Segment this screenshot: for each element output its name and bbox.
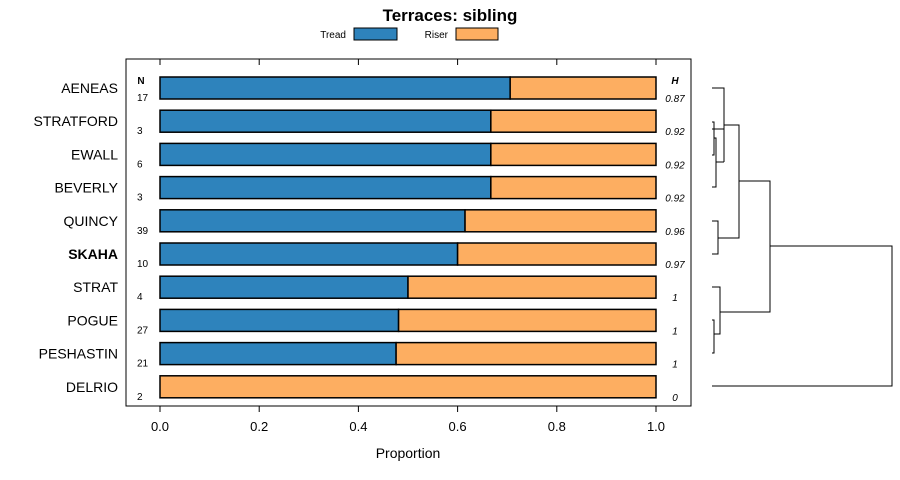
category-label-ewall: EWALL bbox=[71, 146, 118, 162]
bar-segment-tread-ewall bbox=[159, 142, 492, 167]
h-value: 0.97 bbox=[665, 260, 685, 271]
category-label-strat: STRAT bbox=[73, 279, 118, 295]
n-value: 6 bbox=[137, 159, 143, 170]
h-value: 0.92 bbox=[665, 160, 685, 171]
h-value: 0.92 bbox=[665, 127, 685, 138]
bar-segment-riser-delrio bbox=[159, 375, 657, 399]
legend: Tread Riser bbox=[320, 27, 499, 41]
category-label-delrio: DELRIO bbox=[66, 379, 118, 395]
h-value: 0 bbox=[672, 393, 678, 404]
h-value: 1 bbox=[672, 326, 678, 337]
n-value: 27 bbox=[137, 325, 149, 336]
bar-segment-tread-stratford bbox=[159, 109, 492, 133]
x-tick-label: 0.2 bbox=[250, 419, 268, 434]
category-label-aeneas: AENEAS bbox=[61, 80, 118, 96]
legend-swatch-tread bbox=[353, 27, 398, 41]
n-column-header: N bbox=[137, 76, 144, 87]
legend-label-tread: Tread bbox=[320, 30, 346, 41]
n-value: 4 bbox=[137, 292, 143, 303]
h-value: 0.92 bbox=[665, 194, 685, 205]
dendrogram-link bbox=[718, 124, 740, 239]
x-tick-label: 0.0 bbox=[151, 419, 169, 434]
category-label-quincy: QUINCY bbox=[64, 213, 119, 229]
legend-swatch-riser bbox=[455, 27, 499, 41]
n-value: 21 bbox=[137, 359, 149, 370]
dendrogram-link bbox=[712, 319, 715, 354]
bar-segment-riser-beverly bbox=[490, 175, 657, 200]
dendrogram-link bbox=[712, 121, 715, 156]
bar-segment-tread-strat bbox=[159, 275, 409, 299]
bar-segment-riser-ewall bbox=[490, 142, 657, 167]
h-column-header: H bbox=[671, 76, 679, 87]
category-labels: AENEAS 17 0.87 STRATFORD 3 0.92 EWALL 6 0.92 BEVE… bbox=[33, 80, 685, 404]
x-tick-label: 0.4 bbox=[349, 419, 367, 434]
plot-panel-frame bbox=[125, 58, 692, 407]
n-value: 10 bbox=[137, 259, 149, 270]
bar-segment-riser-pogue bbox=[397, 308, 657, 333]
bar-segment-tread-quincy bbox=[159, 209, 466, 233]
category-label-pogue: POGUE bbox=[67, 312, 118, 328]
x-tick-label: 0.6 bbox=[449, 419, 467, 434]
h-value: 1 bbox=[672, 360, 678, 371]
bottom-axis-ticks: 0.0 0.2 0.4 0.6 0.8 1.0 bbox=[151, 406, 665, 434]
n-value: 39 bbox=[137, 226, 149, 237]
n-value: 2 bbox=[137, 392, 143, 403]
chart-title: Terraces: sibling bbox=[383, 6, 518, 25]
category-label-stratford: STRATFORD bbox=[33, 113, 118, 129]
bar-segment-tread-peshastin bbox=[159, 341, 397, 366]
h-value: 0.96 bbox=[665, 227, 685, 238]
dendrogram bbox=[712, 87, 893, 387]
bar-segment-tread-aeneas bbox=[159, 76, 511, 100]
category-label-skaha: SKAHA bbox=[68, 246, 118, 262]
n-value: 17 bbox=[137, 93, 149, 104]
bar-segment-tread-skaha bbox=[159, 242, 459, 266]
category-label-beverly: BEVERLY bbox=[54, 180, 118, 196]
n-value: 3 bbox=[137, 126, 143, 137]
bars bbox=[159, 76, 657, 399]
bar-segment-riser-peshastin bbox=[395, 341, 657, 366]
bar-segment-riser-stratford bbox=[490, 109, 657, 133]
x-axis-label: Proportion bbox=[376, 445, 441, 461]
category-label-peshastin: PESHASTIN bbox=[39, 346, 118, 362]
n-value: 3 bbox=[137, 193, 143, 204]
h-value: 0.87 bbox=[665, 94, 685, 105]
bar-segment-riser-strat bbox=[407, 275, 657, 299]
top-axis-ticks bbox=[159, 59, 657, 65]
bar-segment-tread-beverly bbox=[159, 175, 492, 200]
dendrogram-link bbox=[712, 245, 893, 387]
dendrogram-link bbox=[712, 286, 721, 335]
bar-segment-tread-pogue bbox=[159, 308, 400, 333]
h-value: 1 bbox=[672, 293, 678, 304]
x-tick-label: 0.8 bbox=[548, 419, 566, 434]
x-tick-label: 1.0 bbox=[647, 419, 665, 434]
legend-label-riser: Riser bbox=[425, 30, 449, 41]
dendrogram-link bbox=[712, 220, 719, 255]
dendrogram-link bbox=[720, 180, 771, 313]
bar-segment-riser-skaha bbox=[456, 242, 657, 266]
bar-segment-riser-quincy bbox=[464, 209, 657, 233]
bar-segment-riser-aeneas bbox=[509, 76, 657, 100]
